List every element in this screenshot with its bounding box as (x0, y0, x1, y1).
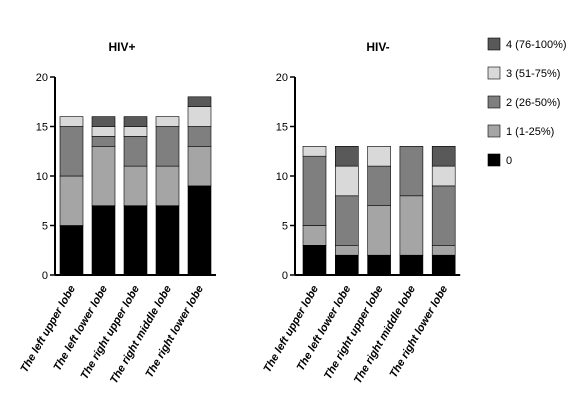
x-tick-label: The right upper lobe (79, 284, 143, 382)
bar-segment-the-left-lower-lobe-level-4 (334, 146, 359, 167)
bar-segment-the-right-middle-lobe-level-2 (399, 146, 424, 197)
bar-segment-the-right-upper-lobe-level-1 (123, 165, 148, 207)
bar-segment-the-left-upper-lobe-level-2 (302, 155, 327, 226)
bar-segment-the-right-middle-lobe-level-3 (155, 116, 180, 127)
bar-segment-the-right-upper-lobe-level-1 (367, 205, 391, 256)
y-tick-label: 15 (36, 122, 48, 134)
bar-segment-the-right-middle-lobe-level-0 (399, 254, 424, 276)
bar-segment-the-right-lower-lobe-level-4 (187, 96, 212, 108)
bar-segment-the-left-upper-lobe-level-3 (302, 146, 327, 157)
legend-label: 1 (1-25%) (506, 126, 554, 138)
legend-label: 0 (506, 155, 512, 167)
bar-segment-the-right-upper-lobe-level-3 (367, 146, 391, 167)
y-tick-label: 0 (42, 270, 48, 282)
bar-segment-the-right-lower-lobe-level-0 (187, 185, 212, 276)
y-tick-label: 5 (282, 221, 288, 233)
x-tick-label: The left upper lobe (262, 284, 322, 375)
legend-swatch (487, 95, 501, 109)
bar-segment-the-left-lower-lobe-level-4 (91, 116, 116, 127)
x-tick-label: The right middle lobe (352, 284, 418, 386)
y-tick-label: 5 (42, 221, 48, 233)
bar-segment-the-left-lower-lobe-level-0 (91, 205, 116, 276)
bar-segment-the-left-upper-lobe-level-1 (302, 225, 327, 246)
y-tick-label: 15 (276, 122, 288, 134)
bar-segment-the-right-upper-lobe-level-4 (123, 116, 148, 127)
bar-segment-the-right-lower-lobe-level-4 (431, 146, 456, 167)
bar-segment-the-right-upper-lobe-level-0 (123, 205, 148, 276)
x-tick-label: The right upper lobe (322, 284, 386, 382)
y-tick-label: 20 (36, 72, 48, 84)
bar-segment-the-right-lower-lobe-level-2 (187, 126, 212, 147)
legend-swatch (487, 37, 501, 51)
bar-segment-the-left-lower-lobe-level-3 (91, 126, 116, 137)
bar-segment-the-left-upper-lobe-level-0 (302, 245, 327, 276)
bar-segment-the-left-upper-lobe-level-2 (59, 126, 84, 177)
legend-label: 2 (26-50%) (506, 97, 560, 109)
bar-segment-the-right-lower-lobe-level-0 (431, 254, 456, 276)
bar-segment-the-right-upper-lobe-level-2 (367, 165, 391, 207)
bar-segment-the-left-upper-lobe-level-1 (59, 175, 84, 226)
bar-segment-the-left-lower-lobe-level-1 (91, 146, 116, 207)
bar-segment-the-right-lower-lobe-level-3 (431, 165, 456, 187)
legend-label: 3 (51-75%) (506, 68, 560, 80)
bar-segment-the-right-middle-lobe-level-2 (155, 126, 180, 167)
bar-segment-the-right-middle-lobe-level-1 (399, 195, 424, 256)
bar-segment-the-right-upper-lobe-level-3 (123, 126, 148, 137)
bar-segment-the-right-lower-lobe-level-3 (187, 106, 212, 127)
bar-segment-the-right-middle-lobe-level-0 (155, 205, 180, 276)
bar-segment-the-right-lower-lobe-level-1 (431, 245, 456, 256)
x-tick-label: The left upper lobe (19, 284, 79, 375)
bar-segment-the-left-upper-lobe-level-3 (59, 116, 84, 127)
bar-segment-the-left-lower-lobe-level-0 (334, 254, 359, 276)
bar-segment-the-left-upper-lobe-level-0 (59, 225, 84, 276)
bar-segment-the-left-lower-lobe-level-2 (91, 136, 116, 147)
bar-segment-the-right-lower-lobe-level-1 (187, 146, 212, 187)
bar-segment-the-left-lower-lobe-level-2 (334, 195, 359, 246)
x-tick-label: The right middle lobe (108, 284, 174, 386)
panel-title: HIV- (366, 40, 389, 54)
legend-swatch (487, 153, 501, 167)
x-tick-label: The right lower lobe (143, 284, 206, 381)
bar-segment-the-right-upper-lobe-level-2 (123, 136, 148, 167)
legend: 4 (76-100%) 3 (51-75%) 2 (26-50%) 1 (1-25%)… (487, 37, 566, 167)
bar-segment-the-right-middle-lobe-level-1 (155, 165, 180, 207)
y-tick-label: 10 (36, 171, 48, 183)
y-tick-label: 10 (276, 171, 288, 183)
legend-swatch (487, 66, 501, 80)
bar-segment-the-left-lower-lobe-level-1 (334, 245, 359, 256)
bar-segment-the-right-lower-lobe-level-2 (431, 185, 456, 246)
x-tick-label: The right lower lobe (388, 284, 451, 381)
y-tick-label: 0 (282, 270, 288, 282)
bar-segment-the-left-lower-lobe-level-3 (334, 165, 359, 197)
y-tick-label: 20 (276, 72, 288, 84)
bar-segment-the-right-upper-lobe-level-0 (367, 254, 391, 276)
legend-label: 4 (76-100%) (506, 39, 566, 51)
panel-title: HIV+ (108, 40, 135, 54)
legend-swatch (487, 124, 501, 138)
